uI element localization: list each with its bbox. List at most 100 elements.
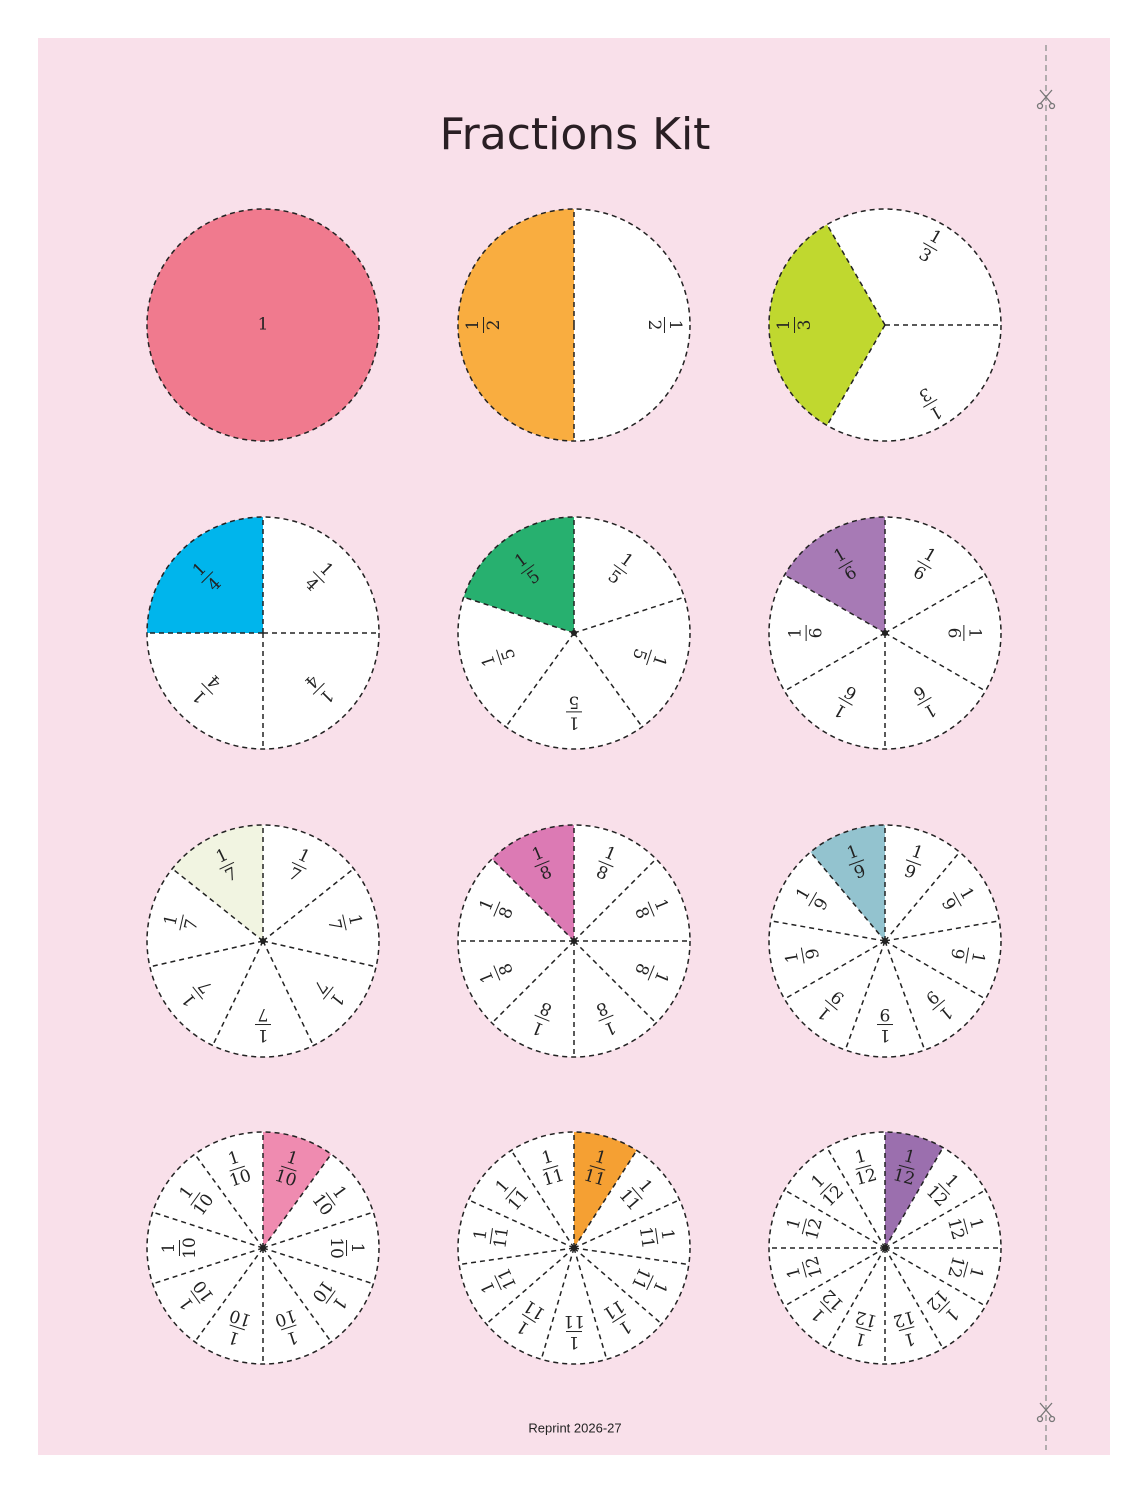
fraction-bar <box>201 571 214 584</box>
numerator: 1 <box>159 1243 179 1254</box>
fraction-bar <box>542 1165 559 1171</box>
piece <box>491 825 574 941</box>
scissors <box>1036 1402 1056 1423</box>
piece <box>885 575 1001 691</box>
fraction-bar <box>923 398 938 408</box>
denominator: 3 <box>795 320 815 331</box>
divider <box>262 1247 374 1285</box>
piece <box>574 597 690 727</box>
divider <box>152 1247 264 1285</box>
divider <box>573 1199 680 1249</box>
divider <box>573 1247 689 1266</box>
fraction-bar <box>325 1192 336 1206</box>
fraction-bar <box>938 1301 951 1314</box>
outline <box>457 208 691 442</box>
fraction-label: 112 <box>891 1146 917 1190</box>
fraction-bar <box>800 947 805 964</box>
fraction-label: 111 <box>563 1311 585 1352</box>
fraction-bar <box>819 1182 832 1195</box>
numerator: 1 <box>569 1332 580 1352</box>
divider <box>573 940 657 1024</box>
fraction-bar <box>598 860 614 868</box>
divider <box>505 632 575 728</box>
divider <box>262 1247 332 1343</box>
fraction-bar <box>190 1192 201 1206</box>
piece <box>784 517 885 633</box>
fraction-bar <box>598 1014 614 1022</box>
numerator: 1 <box>880 1025 891 1045</box>
fraction-bar <box>647 901 655 917</box>
piece <box>263 1248 374 1342</box>
fraction-bar <box>613 564 628 575</box>
fraction-bar <box>855 1326 872 1332</box>
piece <box>263 868 379 967</box>
piece <box>574 209 690 441</box>
divider <box>884 632 986 692</box>
numerator: 1 <box>539 1147 555 1169</box>
fraction-bar <box>824 999 838 1011</box>
denominator: 6 <box>807 628 827 639</box>
divider <box>262 1153 332 1249</box>
piece <box>810 825 885 941</box>
numerator: 1 <box>347 1243 367 1254</box>
piece <box>463 517 574 633</box>
denominator: 2 <box>644 320 664 331</box>
denominator: 7 <box>258 1004 269 1024</box>
piece <box>263 1132 332 1248</box>
fraction-bar <box>281 1324 297 1331</box>
piece <box>152 1154 263 1248</box>
fraction-bar <box>325 1290 336 1304</box>
divider <box>884 1189 986 1249</box>
center-dot <box>882 630 888 636</box>
outline <box>146 824 380 1058</box>
denominator: 7 <box>181 917 203 932</box>
center-dot <box>571 630 577 636</box>
fraction-bar <box>938 1182 951 1195</box>
fraction-bar <box>493 965 501 981</box>
piece <box>885 1190 1001 1248</box>
numerator: 1 <box>853 1328 869 1350</box>
piece <box>784 1147 885 1248</box>
fraction-bar <box>312 682 325 695</box>
piece <box>457 597 574 727</box>
fraction-label: 17 <box>323 913 365 933</box>
divider <box>884 920 1000 942</box>
divider <box>573 1247 663 1325</box>
piece <box>574 517 685 633</box>
fraction-bar <box>229 1324 245 1331</box>
outline <box>146 208 380 442</box>
piece <box>263 941 377 1046</box>
fraction-bar <box>646 649 652 666</box>
denominator: 11 <box>563 1311 585 1331</box>
piece <box>574 1248 662 1360</box>
fraction-bar <box>898 1326 915 1332</box>
numerator: 1 <box>786 628 806 639</box>
center-dot <box>571 938 577 944</box>
fraction-bar <box>589 1165 606 1171</box>
fraction-label: 1 <box>258 315 269 335</box>
outline <box>146 516 380 750</box>
piece <box>885 1132 943 1248</box>
piece <box>147 1212 263 1284</box>
piece <box>146 868 263 967</box>
piece <box>574 825 657 941</box>
fraction-label: 15 <box>566 691 582 732</box>
fraction-bar <box>808 892 818 907</box>
fraction-bar <box>963 1218 969 1235</box>
fraction-label: 17 <box>255 1004 271 1045</box>
piece <box>784 633 885 749</box>
fraction-label: 12 <box>644 317 685 333</box>
numerator: 1 <box>782 950 804 964</box>
divider <box>770 920 886 942</box>
numerator: 1 <box>656 1228 677 1242</box>
piece <box>458 858 574 941</box>
divider <box>884 1247 944 1349</box>
fraction-bar <box>534 860 550 868</box>
divider <box>784 574 886 634</box>
